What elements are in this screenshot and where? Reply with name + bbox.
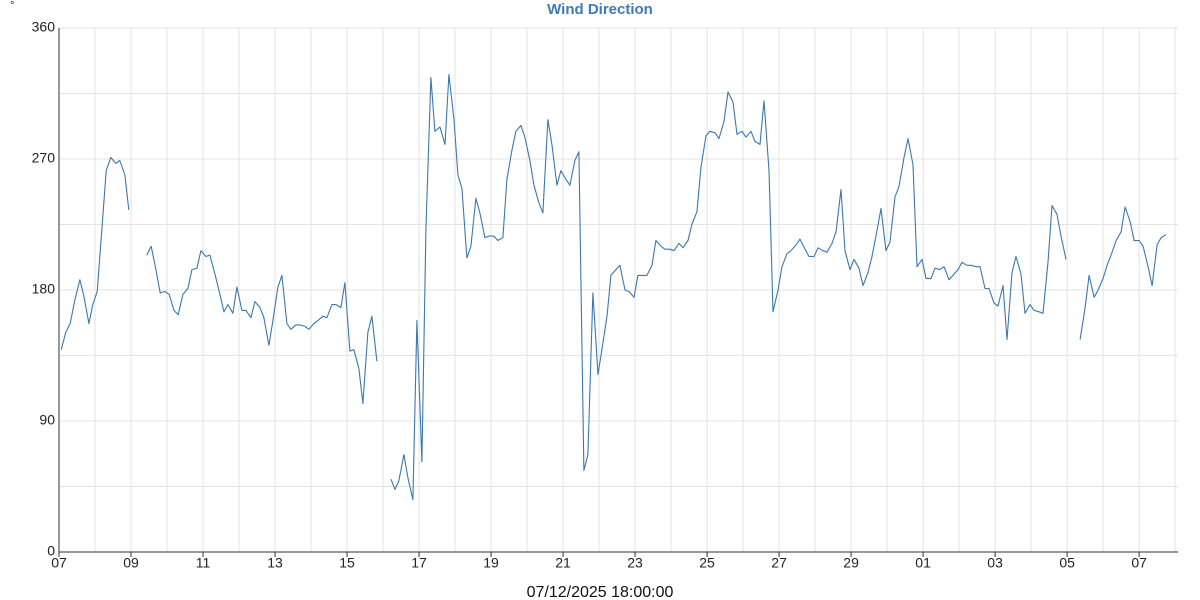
x-axis-title: 07/12/2025 18:00:00	[527, 584, 674, 600]
x-tick-label: 23	[627, 555, 643, 571]
y-tick-label: 360	[32, 19, 56, 35]
x-tick-label: 15	[339, 555, 355, 571]
chart-title: Wind Direction	[547, 1, 653, 18]
x-tick-label: 19	[483, 555, 499, 571]
x-tick-label: 29	[843, 555, 859, 571]
data-line	[60, 74, 1167, 501]
x-tick-label: 13	[267, 555, 283, 571]
y-unit-label: °	[10, 0, 14, 12]
x-tick-label: 07	[51, 555, 67, 571]
y-tick-label: 0	[47, 543, 55, 559]
x-tick-label: 07	[1131, 555, 1147, 571]
x-tick-label: 03	[987, 555, 1003, 571]
x-tick-label: 01	[915, 555, 931, 571]
x-tick-label: 25	[699, 555, 715, 571]
x-tick-label: 11	[196, 555, 211, 571]
y-tick-label: 270	[32, 150, 56, 166]
x-tick-label: 27	[771, 555, 787, 571]
x-tick-label: 17	[411, 555, 427, 571]
x-tick-label: 05	[1059, 555, 1075, 571]
x-tick-label: 21	[555, 555, 571, 571]
y-tick-label: 90	[39, 412, 55, 428]
y-tick-label: 180	[32, 281, 56, 297]
x-tick-label: 09	[123, 555, 139, 571]
